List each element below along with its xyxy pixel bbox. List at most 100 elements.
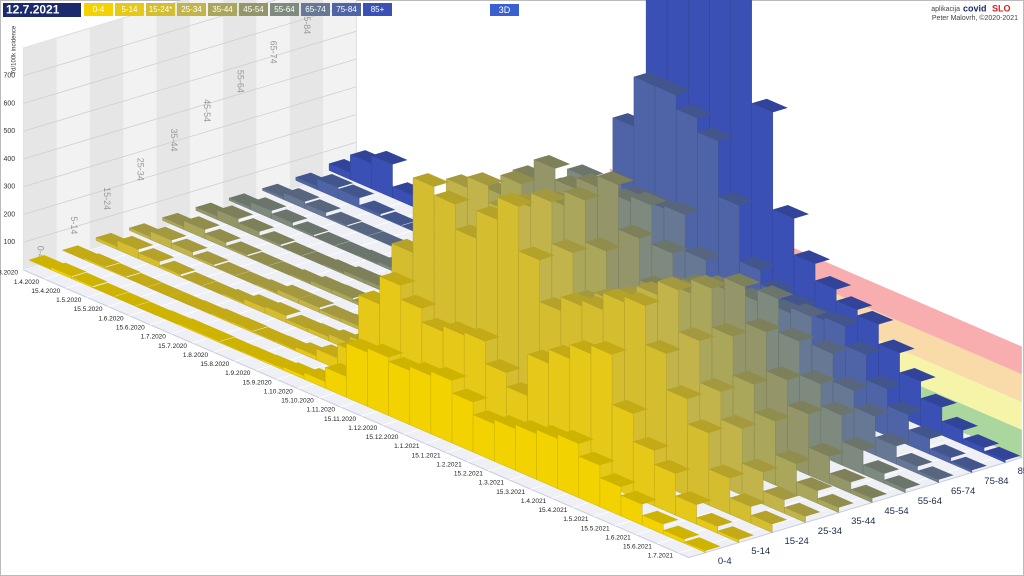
legend-swatch[interactable] [177, 3, 206, 16]
bar [708, 468, 731, 515]
bar [729, 497, 752, 524]
bar-top [301, 251, 338, 265]
x-tick-label: 1.8.2020 [183, 352, 209, 359]
bar-top [557, 430, 594, 444]
bar [451, 392, 474, 453]
grid-line [23, 0, 277, 77]
bar [388, 361, 410, 426]
credit-prefix: aplikacija [931, 6, 960, 13]
bar-top [325, 211, 362, 226]
bar [696, 517, 718, 534]
bar [763, 490, 785, 514]
legend-label[interactable]: 45-54 [243, 5, 264, 14]
legend-swatch[interactable] [332, 3, 361, 16]
age-tick-label: 55-64 [918, 496, 942, 507]
x-tick-label: 1.12.2020 [348, 425, 377, 432]
bar-top [138, 248, 175, 262]
bar [875, 436, 897, 465]
legend-swatch[interactable] [146, 3, 175, 16]
bar-top [430, 366, 467, 381]
bar-top [126, 273, 163, 287]
bar [380, 215, 402, 227]
x-tick-label: 1.7.2020 [141, 334, 167, 341]
bar-top [250, 197, 287, 211]
bar-top [866, 375, 903, 389]
bar-top [720, 414, 758, 429]
bar [264, 306, 287, 323]
wall-panel [156, 0, 190, 230]
bar-top [464, 327, 501, 342]
legend-swatch[interactable] [239, 3, 268, 16]
bar-top [845, 341, 882, 355]
bar-top [217, 205, 254, 219]
legend-label[interactable]: 5-14 [121, 5, 138, 14]
bar-top [578, 451, 615, 466]
bar-top [379, 271, 416, 286]
bar-top [836, 296, 873, 310]
legend-swatch[interactable] [270, 3, 299, 16]
bar-top [467, 172, 504, 186]
legend-label[interactable]: 65-74 [305, 5, 326, 14]
x-tick-label: 15.10.2020 [281, 398, 314, 405]
wall-age-label: 15-24 [102, 187, 112, 210]
bar-top [371, 150, 408, 165]
legend-swatch[interactable] [115, 3, 144, 16]
bar-top [708, 464, 745, 479]
bar [515, 424, 537, 480]
bar-top [135, 301, 172, 316]
bar [950, 460, 973, 473]
bar [116, 240, 139, 260]
bar [271, 213, 293, 229]
bar [599, 477, 622, 517]
button-3d[interactable] [490, 4, 519, 16]
x-tick-label: 15.4.2020 [31, 288, 60, 295]
bar-top [551, 239, 588, 253]
x-tick-label: 15.12.2020 [366, 434, 399, 441]
legend-label[interactable]: 0-4 [93, 5, 105, 14]
legend-label[interactable]: 55-64 [274, 5, 295, 14]
bar-top [642, 510, 679, 525]
bar-top [657, 276, 694, 291]
wall-panel [223, 0, 257, 210]
legend-swatch[interactable] [208, 3, 237, 16]
bar [654, 464, 676, 516]
bar-top [219, 337, 256, 351]
bar [808, 447, 830, 485]
wall-age-label: 0-4 [36, 246, 46, 259]
legend-label[interactable]: 15-24* [149, 5, 173, 14]
bar [125, 277, 148, 288]
bar-top [597, 171, 634, 185]
button-3d-label[interactable]: 3D [499, 5, 511, 15]
grid-line [23, 30, 357, 132]
bar-top [751, 510, 788, 525]
bar [83, 257, 106, 270]
age-tick-label: 5-14 [751, 546, 770, 557]
bar [862, 464, 885, 484]
bar [250, 201, 272, 220]
x-tick-label: 15.3.2021 [496, 489, 525, 496]
x-tick-label: 1.2.2021 [436, 461, 462, 468]
bar [192, 255, 215, 268]
bar-top [83, 253, 120, 267]
bar-top [697, 127, 734, 141]
grid-line [23, 86, 357, 188]
legend-swatch[interactable] [363, 3, 392, 16]
legend-label[interactable]: 75-84 [336, 5, 357, 14]
bar-top [842, 437, 879, 451]
wall-age-label: 55-64 [235, 70, 245, 93]
legend-swatch[interactable] [84, 3, 113, 16]
legend-label[interactable]: 35-44 [212, 5, 233, 14]
bar-top [413, 173, 450, 187]
x-tick-label: 15.11.2020 [324, 416, 356, 423]
legend-label[interactable]: 85+ [371, 5, 385, 14]
bar-top [633, 72, 670, 86]
bar-top [292, 221, 329, 235]
bar [929, 448, 951, 464]
legend-swatch[interactable] [301, 3, 330, 16]
bar [684, 541, 706, 553]
bar [346, 226, 369, 237]
bar-top [105, 263, 142, 277]
legend-label[interactable]: 25-34 [181, 5, 202, 14]
bar [494, 419, 516, 471]
